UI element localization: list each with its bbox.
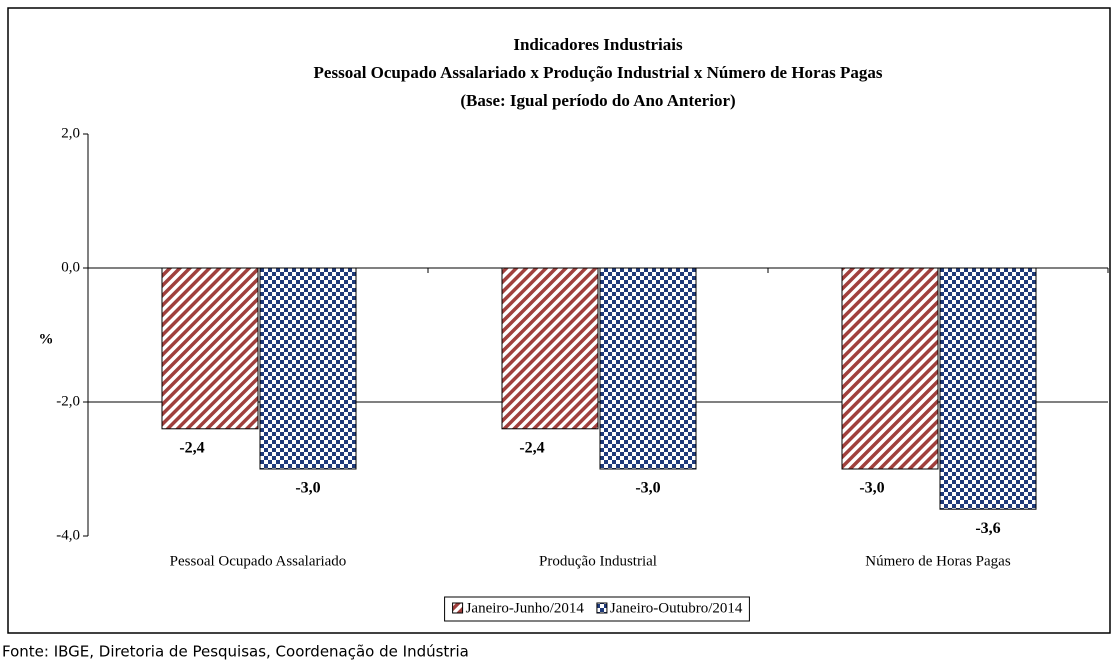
value-label: -3,0 [295,480,320,497]
chart-title: Pessoal Ocupado Assalariado x Produção I… [314,63,883,82]
legend-label: Janeiro-Junho/2014 [466,600,585,616]
chart-title: (Base: Igual período do Ano Anterior) [460,91,735,110]
y-axis-label: % [39,331,54,347]
bar [161,267,259,430]
y-tick-label: -2,0 [56,393,80,409]
source-note: Fonte: IBGE, Diretoria de Pesquisas, Coo… [2,643,469,661]
value-label: -3,0 [859,480,884,497]
bar [939,267,1037,510]
value-label: -3,6 [975,520,1000,537]
legend-swatch [596,602,608,614]
legend-swatch [452,602,464,614]
legend: Janeiro-Junho/2014 Janeiro-Outubro/2014 [444,596,750,622]
y-tick-label: 0,0 [61,259,80,275]
x-tick-label: Número de Horas Pagas [865,553,1011,569]
bar [501,267,599,430]
value-label: -3,0 [635,480,660,497]
y-tick-label: -4,0 [56,527,80,543]
x-tick-label: Pessoal Ocupado Assalariado [170,553,347,569]
value-label: -2,4 [519,439,544,456]
chart-title: Indicadores Industriais [513,35,683,54]
x-tick-label: Produção Industrial [539,553,657,569]
bar [841,267,939,470]
legend-label: Janeiro-Outubro/2014 [610,600,743,616]
y-tick-label: 2,0 [61,125,80,141]
bar [259,267,357,470]
bar [599,267,697,470]
value-label: -2,4 [179,439,204,456]
